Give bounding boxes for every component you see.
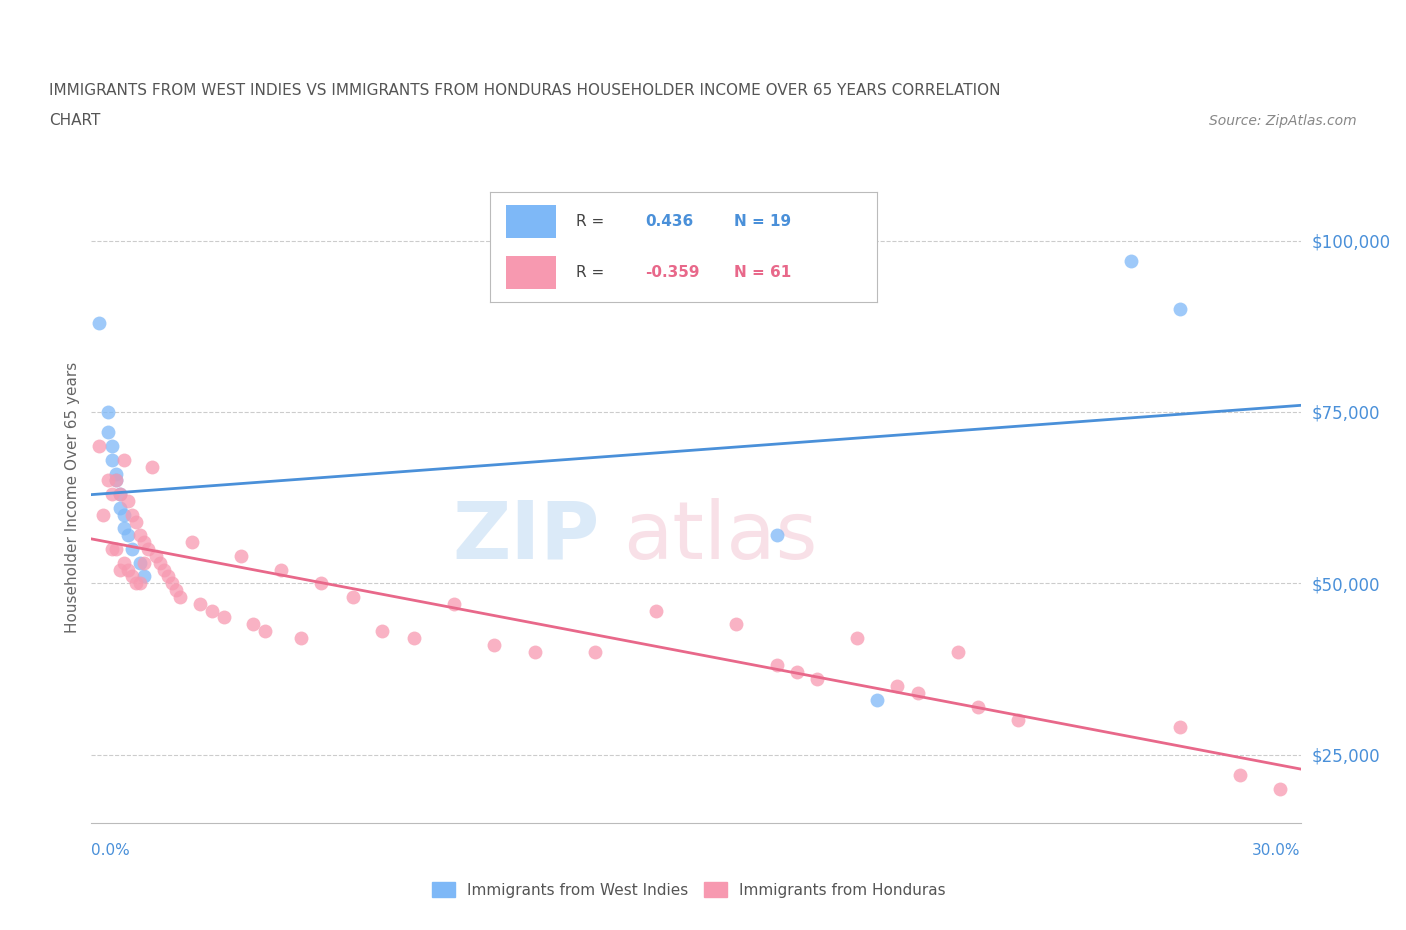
- Point: [402, 631, 425, 645]
- Point: [309, 576, 332, 591]
- Point: [108, 500, 131, 515]
- Point: [145, 549, 167, 564]
- Point: [132, 555, 155, 570]
- Point: [121, 507, 143, 522]
- Point: [141, 459, 163, 474]
- Point: [128, 555, 150, 570]
- Point: [644, 604, 666, 618]
- Point: [121, 569, 143, 584]
- Point: [128, 576, 150, 591]
- Point: [253, 624, 276, 639]
- Point: [89, 439, 111, 454]
- Point: [96, 425, 118, 440]
- Point: [229, 549, 252, 564]
- Point: [214, 610, 236, 625]
- Point: [290, 631, 312, 645]
- Text: 30.0%: 30.0%: [1253, 844, 1301, 858]
- Point: [153, 562, 176, 577]
- Point: [443, 596, 465, 611]
- Point: [946, 644, 969, 659]
- Point: [1007, 712, 1029, 727]
- Point: [165, 582, 187, 597]
- Text: atlas: atlas: [623, 498, 818, 576]
- Point: [188, 596, 211, 611]
- Point: [583, 644, 606, 659]
- Point: [156, 569, 179, 584]
- Point: [342, 590, 364, 604]
- Point: [121, 541, 143, 556]
- Point: [1270, 781, 1292, 796]
- Point: [846, 631, 869, 645]
- Point: [484, 637, 506, 652]
- Point: [108, 562, 131, 577]
- Point: [128, 528, 150, 543]
- Point: [125, 514, 148, 529]
- Point: [100, 439, 122, 454]
- Point: [725, 617, 748, 631]
- Point: [242, 617, 264, 631]
- Point: [112, 555, 135, 570]
- Point: [132, 569, 155, 584]
- Point: [967, 699, 990, 714]
- Point: [370, 624, 392, 639]
- Legend: Immigrants from West Indies, Immigrants from Honduras: Immigrants from West Indies, Immigrants …: [426, 875, 952, 904]
- Point: [96, 473, 118, 488]
- Point: [104, 466, 127, 481]
- Point: [270, 562, 292, 577]
- Point: [907, 685, 929, 700]
- Point: [169, 590, 191, 604]
- Point: [125, 576, 148, 591]
- Point: [117, 494, 139, 509]
- Point: [523, 644, 546, 659]
- Point: [149, 555, 172, 570]
- Text: Source: ZipAtlas.com: Source: ZipAtlas.com: [1209, 114, 1357, 128]
- Point: [112, 507, 135, 522]
- Point: [117, 562, 139, 577]
- Point: [886, 679, 908, 694]
- Point: [93, 507, 115, 522]
- Point: [765, 528, 787, 543]
- Text: IMMIGRANTS FROM WEST INDIES VS IMMIGRANTS FROM HONDURAS HOUSEHOLDER INCOME OVER : IMMIGRANTS FROM WEST INDIES VS IMMIGRANT…: [49, 83, 1001, 98]
- Text: ZIP: ZIP: [451, 498, 599, 576]
- Point: [100, 486, 122, 501]
- Point: [1121, 254, 1143, 269]
- Point: [100, 452, 122, 467]
- Point: [160, 576, 183, 591]
- Point: [1168, 301, 1191, 316]
- Point: [108, 486, 131, 501]
- Point: [108, 486, 131, 501]
- Point: [89, 315, 111, 330]
- Point: [136, 541, 159, 556]
- Y-axis label: Householder Income Over 65 years: Householder Income Over 65 years: [65, 362, 80, 633]
- Point: [117, 528, 139, 543]
- Point: [112, 521, 135, 536]
- Point: [112, 452, 135, 467]
- Point: [786, 665, 808, 680]
- Point: [765, 658, 787, 673]
- Point: [1229, 767, 1251, 782]
- Point: [100, 541, 122, 556]
- Point: [104, 473, 127, 488]
- Text: CHART: CHART: [49, 113, 101, 128]
- Point: [104, 473, 127, 488]
- Point: [96, 405, 118, 419]
- Point: [132, 535, 155, 550]
- Text: 0.0%: 0.0%: [91, 844, 131, 858]
- Point: [866, 692, 889, 707]
- Point: [201, 604, 224, 618]
- Point: [104, 541, 127, 556]
- Point: [806, 671, 828, 686]
- Point: [1168, 720, 1191, 735]
- Point: [181, 535, 204, 550]
